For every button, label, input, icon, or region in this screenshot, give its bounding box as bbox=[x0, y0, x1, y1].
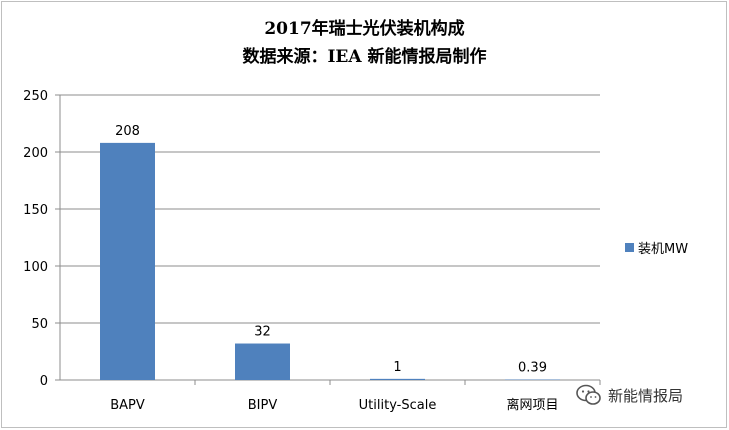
bar-1 bbox=[100, 142, 155, 380]
data-label: 1 bbox=[393, 360, 401, 375]
y-tick-label: 50 bbox=[31, 317, 48, 332]
y-tick-label: 150 bbox=[23, 203, 48, 218]
x-tick-label: Utility-Scale bbox=[359, 398, 437, 413]
data-label: 32 bbox=[254, 325, 271, 340]
wechat-icon bbox=[576, 384, 602, 406]
x-tick-label: 离网项目 bbox=[506, 397, 558, 413]
watermark: 新能情报局 bbox=[576, 384, 683, 406]
legend-label: 装机MW bbox=[638, 242, 689, 257]
y-tick-label: 200 bbox=[23, 146, 48, 161]
x-tick-label: BIPV bbox=[248, 398, 278, 413]
y-tick-label: 250 bbox=[23, 89, 48, 104]
chart-subtitle: 数据来源：IEA 新能情报局制作 bbox=[242, 47, 487, 67]
y-tick-label: 100 bbox=[23, 260, 48, 275]
bar-2 bbox=[235, 343, 290, 380]
data-label: 208 bbox=[115, 124, 140, 139]
data-label: 0.39 bbox=[518, 361, 547, 376]
legend-swatch bbox=[625, 243, 634, 252]
chart-title: 2017年瑞士光伏装机构成 bbox=[264, 19, 465, 39]
bar-3 bbox=[370, 378, 425, 380]
chart-legend: 装机MW bbox=[625, 238, 688, 257]
y-tick-label: 0 bbox=[40, 374, 48, 389]
watermark-text: 新能情报局 bbox=[608, 386, 684, 405]
x-tick-label: BAPV bbox=[110, 398, 145, 413]
